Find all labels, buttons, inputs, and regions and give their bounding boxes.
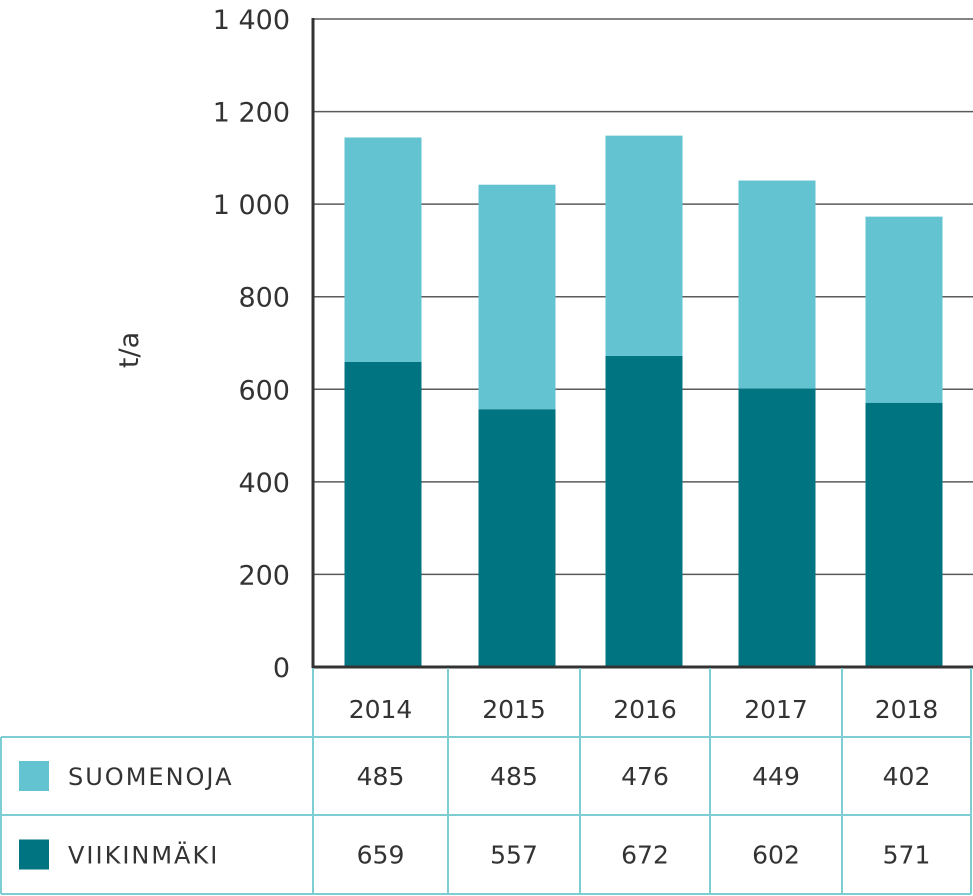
y-tick-label: 800 [238,283,290,314]
data-label: 602 [752,841,800,870]
y-tick-label: 1 000 [213,190,290,221]
bar-suomenoja-2018 [865,216,943,403]
data-label: 485 [490,762,538,791]
data-label: 659 [357,841,405,870]
y-axis-label: t/a [114,332,145,368]
data-label: 571 [883,841,931,870]
bar-suomenoja-2015 [478,184,556,410]
y-tick-label: 600 [238,375,290,406]
bars [344,135,943,667]
bar-suomenoja-2017 [738,180,816,389]
y-tick-label: 1 200 [213,98,290,129]
data-label: 557 [490,841,538,870]
bar-viikinmäki-2014 [344,361,422,667]
data-label: 449 [752,762,800,791]
data-label: 476 [621,762,669,791]
bar-viikinmäki-2015 [478,409,556,667]
y-tick-label: 400 [238,468,290,499]
data-table: 2014 2015 2016 2017 2018 SUOMENOJA 485 485 476 44… [0,668,972,895]
data-label: 485 [357,762,405,791]
y-axis-ticks: 0 200 400 600 800 1 000 1 200 1 400 [213,5,290,684]
y-tick-label: 0 [273,653,290,684]
legend-swatch [19,761,49,791]
x-tick-label: 2017 [744,695,808,724]
legend-label: VIIKINMÄKI [68,841,219,870]
legend-label: SUOMENOJA [68,763,233,791]
x-tick-label: 2016 [613,695,677,724]
x-tick-label: 2018 [875,695,939,724]
x-tick-label: 2015 [482,695,546,724]
legend-swatch [19,839,49,870]
x-tick-label: 2014 [349,695,413,724]
data-label: 672 [621,841,669,870]
y-tick-label: 200 [238,560,290,591]
bar-suomenoja-2014 [344,137,422,362]
bar-viikinmäki-2017 [738,388,816,667]
bar-suomenoja-2016 [605,135,683,356]
y-tick-label: 1 400 [213,5,290,36]
data-label: 402 [883,762,931,791]
bar-viikinmäki-2018 [865,402,943,667]
bar-viikinmäki-2016 [605,355,683,667]
